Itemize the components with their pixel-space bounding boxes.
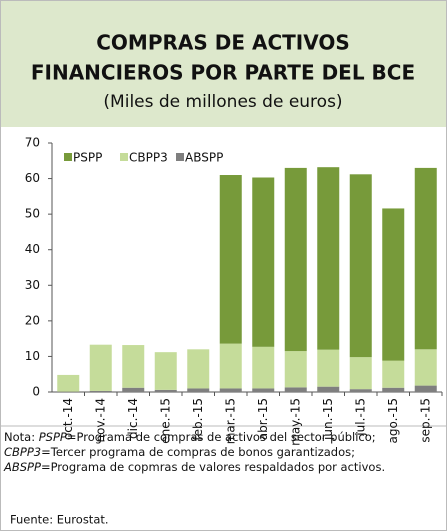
bar-segment [252,177,275,347]
bar-segment [219,175,242,344]
legend-label: ABSPP [185,151,223,165]
header-bg [1,1,446,127]
bar-segment [414,167,437,350]
bar-segment [219,388,242,392]
bar-segment [414,385,437,392]
bar-segment [382,387,405,392]
bar-segment [317,386,340,392]
y-tick-label: 30 [25,278,40,292]
note-text: =Programa de compras de activos del sect… [67,430,376,444]
x-tick-label: abr.-15 [256,398,270,440]
bar-segment [154,389,177,392]
bar-segment [349,389,372,392]
bar-segment [219,343,242,389]
note-text: =Tercer programa de compras de bonos gar… [41,445,355,459]
bar-segment [122,345,145,388]
x-tick-label: jul.-15 [353,398,367,437]
y-tick-label: 40 [25,242,40,256]
y-tick-label: 60 [25,171,40,185]
source: Fuente: Eurostat. [10,513,109,527]
bar-segment [382,208,405,361]
legend-swatch [64,153,72,161]
bar-segment [284,351,307,388]
y-tick-label: 20 [25,313,40,327]
bar-segment [187,349,210,389]
x-tick-label: ene.-15 [158,398,172,444]
bar-segment [284,387,307,392]
note-line: CBPP3=Tercer programa de compras de bono… [4,445,355,459]
y-tick-label: 0 [32,385,40,399]
x-tick-label: mar.-15 [223,398,237,444]
bar-segment [252,388,275,392]
x-tick-label: oct.-14 [61,398,75,440]
legend-swatch [176,153,184,161]
x-tick-label: jun.-15 [321,398,335,441]
chart-title: COMPRAS DE ACTIVOS [96,31,350,55]
bar-segment [89,390,112,392]
y-tick-label: 10 [25,349,40,363]
y-tick-label: 50 [25,207,40,221]
bar-segment [154,352,177,390]
x-tick-label: sep.-15 [418,398,432,443]
bar-segment [57,374,80,392]
note-line: ABSPP=Programa de copmras de valores res… [3,460,385,474]
x-tick-label: feb.-15 [191,398,205,441]
legend-label: CBPP3 [129,151,168,165]
bar-segment [252,346,275,389]
bar-segment [187,388,210,392]
bar-segment [349,357,372,390]
legend-label: PSPP [73,151,102,165]
y-tick-label: 70 [25,136,40,150]
note-line: Nota: PSPP=Programa de compras de activo… [4,430,376,444]
bar-segment [89,344,112,391]
bar-segment [122,387,145,392]
note-text: =Programa de copmras de valores respalda… [41,460,385,474]
x-tick-label: ago.-15 [386,398,400,444]
legend-swatch [120,153,128,161]
note-label: Nota: [4,430,35,444]
bar-segment [317,167,340,350]
bar-segment [382,360,405,388]
bar-segment [414,349,437,386]
x-tick-label: dic.-14 [126,398,140,439]
bar-segment [349,174,372,358]
chart-subtitle: (Miles de millones de euros) [103,92,342,112]
note-term: CBPP3 [4,445,41,459]
x-tick-label: may.-15 [288,398,302,446]
chart-title: FINANCIEROS POR PARTE DEL BCE [31,61,415,85]
bar-segment [317,349,340,387]
note-term: PSPP [39,430,67,444]
bar-segment [284,167,307,352]
x-tick-label: nov.-14 [93,398,107,443]
note-term: ABSPP [3,460,41,474]
